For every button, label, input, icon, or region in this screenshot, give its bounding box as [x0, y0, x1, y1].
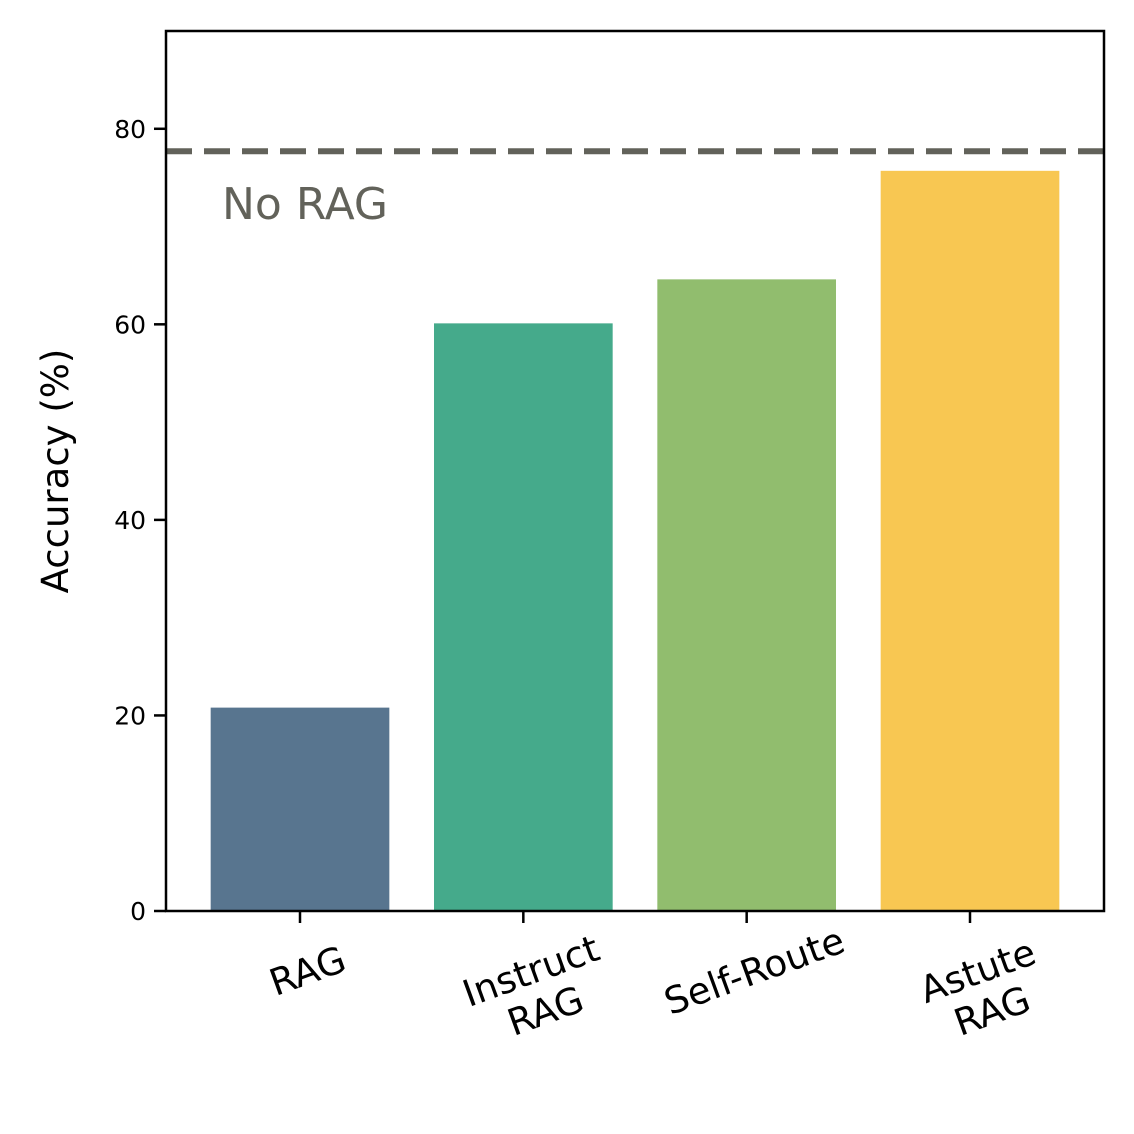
- y-tick-label: 80: [114, 115, 146, 144]
- x-tick-label: Self-Route: [659, 919, 851, 1024]
- y-tick-label: 20: [114, 701, 146, 730]
- bars-layer: [210, 170, 1060, 911]
- reference-line-label: No RAG: [222, 179, 388, 230]
- x-tick-label-line: Self-Route: [659, 919, 851, 1024]
- bar-rag: [210, 707, 390, 911]
- bar-instruct-rag: [434, 323, 613, 911]
- reference-line-layer: No RAG: [166, 148, 1104, 230]
- y-axis-title: Accuracy (%): [34, 349, 77, 594]
- x-tick-label: InstructRAG: [457, 927, 619, 1056]
- plot-frame: [164, 29, 1106, 913]
- axes-layer: [154, 29, 1106, 923]
- x-tick-label-line: RAG: [264, 938, 352, 1005]
- x-tick-label: AstuteRAG: [914, 931, 1056, 1052]
- bar-astute-rag: [880, 170, 1060, 911]
- y-tick-label: 60: [114, 310, 146, 339]
- x-tick-label: RAG: [264, 938, 352, 1005]
- y-tick-label: 0: [130, 897, 146, 926]
- y-tick-label: 40: [114, 506, 146, 535]
- bar-self-route: [657, 279, 836, 911]
